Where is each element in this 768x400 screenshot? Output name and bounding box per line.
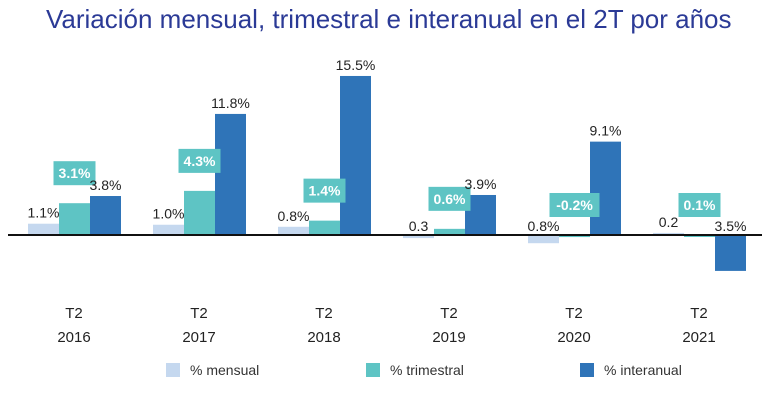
- bar-mensual-2020: [528, 235, 559, 244]
- bar-trimestral-2018: [309, 220, 340, 235]
- data-label-interanual-2016: 3.8%: [90, 177, 122, 193]
- data-label-trimestral-2019: 0.6%: [428, 186, 471, 211]
- category-year-2016: 2016: [57, 329, 90, 346]
- category-quarter-2019: T2: [440, 305, 458, 322]
- legend-label-mensual: % mensual: [190, 362, 260, 378]
- data-label-mensual-2016: 1.1%: [28, 205, 60, 221]
- bar-trimestral-2016: [59, 203, 90, 235]
- data-label-trimestral-2018-text: 1.4%: [309, 183, 341, 199]
- legend-swatch-trimestral: [366, 363, 380, 377]
- bar-interanual-2021: [715, 235, 746, 271]
- data-label-trimestral-2016-text: 3.1%: [59, 165, 91, 181]
- category-quarter-2018: T2: [315, 305, 333, 322]
- data-label-trimestral-2017: 4.3%: [178, 148, 221, 173]
- data-label-trimestral-2016: 3.1%: [53, 161, 96, 186]
- data-label-trimestral-2017-box: [178, 148, 221, 173]
- bar-mensual-2021: [653, 232, 684, 235]
- data-label-mensual-2017: 1.0%: [153, 206, 185, 222]
- data-label-interanual-2017: 11.8%: [211, 95, 250, 111]
- legend-item-trimestral: % trimestral: [366, 360, 464, 380]
- data-label-trimestral-2021-text: 0.1%: [684, 197, 716, 213]
- data-label-trimestral-2019-text: 0.6%: [434, 191, 466, 207]
- data-label-trimestral-2020-text: -0.2%: [556, 197, 593, 213]
- category-year-2020: 2020: [557, 329, 590, 346]
- bar-trimestral-2019: [434, 228, 465, 235]
- category-year-2019: 2019: [432, 329, 465, 346]
- data-label-mensual-2019: 0.3: [409, 218, 429, 234]
- category-quarter-2017: T2: [190, 305, 208, 322]
- legend-swatch-interanual: [580, 363, 594, 377]
- category-quarter-2016: T2: [65, 305, 83, 322]
- data-label-mensual-2021: 0.2: [659, 214, 679, 230]
- data-label-interanual-2021: 3.5%: [715, 218, 747, 234]
- category-quarter-2021: T2: [690, 305, 708, 322]
- category-year-2018: 2018: [307, 329, 340, 346]
- data-label-trimestral-2020: -0.2%: [549, 193, 600, 217]
- legend-item-mensual: % mensual: [166, 360, 259, 380]
- data-label-trimestral-2019-box: [428, 186, 471, 211]
- data-label-interanual-2018: 15.5%: [336, 57, 376, 73]
- category-year-2021: 2021: [682, 329, 715, 346]
- category-quarter-2020: T2: [565, 305, 583, 322]
- data-label-interanual-2019: 3.9%: [465, 176, 497, 192]
- legend-label-interanual: % interanual: [604, 362, 682, 378]
- data-label-mensual-2018: 0.8%: [278, 208, 310, 224]
- bar-mensual-2018: [278, 226, 309, 235]
- bar-interanual-2018: [340, 75, 371, 235]
- chart-title: Variación mensual, trimestral e interanu…: [46, 4, 732, 34]
- data-label-interanual-2020: 9.1%: [590, 123, 622, 139]
- data-label-trimestral-2018-box: [303, 178, 346, 203]
- data-label-trimestral-2018: 1.4%: [303, 178, 346, 203]
- category-year-2017: 2017: [182, 329, 215, 346]
- bar-interanual-2017: [215, 113, 246, 235]
- bar-mensual-2016: [28, 223, 59, 235]
- bar-interanual-2016: [90, 196, 121, 235]
- legend-label-trimestral: % trimestral: [390, 362, 464, 378]
- data-label-trimestral-2016-box: [53, 161, 96, 186]
- data-label-trimestral-2021-box: [678, 193, 721, 217]
- data-label-trimestral-2021: 0.1%: [678, 193, 721, 217]
- bar-trimestral-2017: [184, 190, 215, 235]
- data-label-trimestral-2017-text: 4.3%: [184, 153, 216, 169]
- legend-item-interanual: % interanual: [580, 360, 682, 380]
- bar-mensual-2017: [153, 224, 184, 235]
- data-label-mensual-2020: 0.8%: [528, 218, 560, 234]
- bar-trimestral-2020: [559, 235, 590, 238]
- legend-swatch-mensual: [166, 363, 180, 377]
- bar-mensual-2019: [403, 235, 434, 239]
- data-label-trimestral-2020-box: [549, 193, 600, 217]
- bar-interanual-2020: [590, 141, 621, 235]
